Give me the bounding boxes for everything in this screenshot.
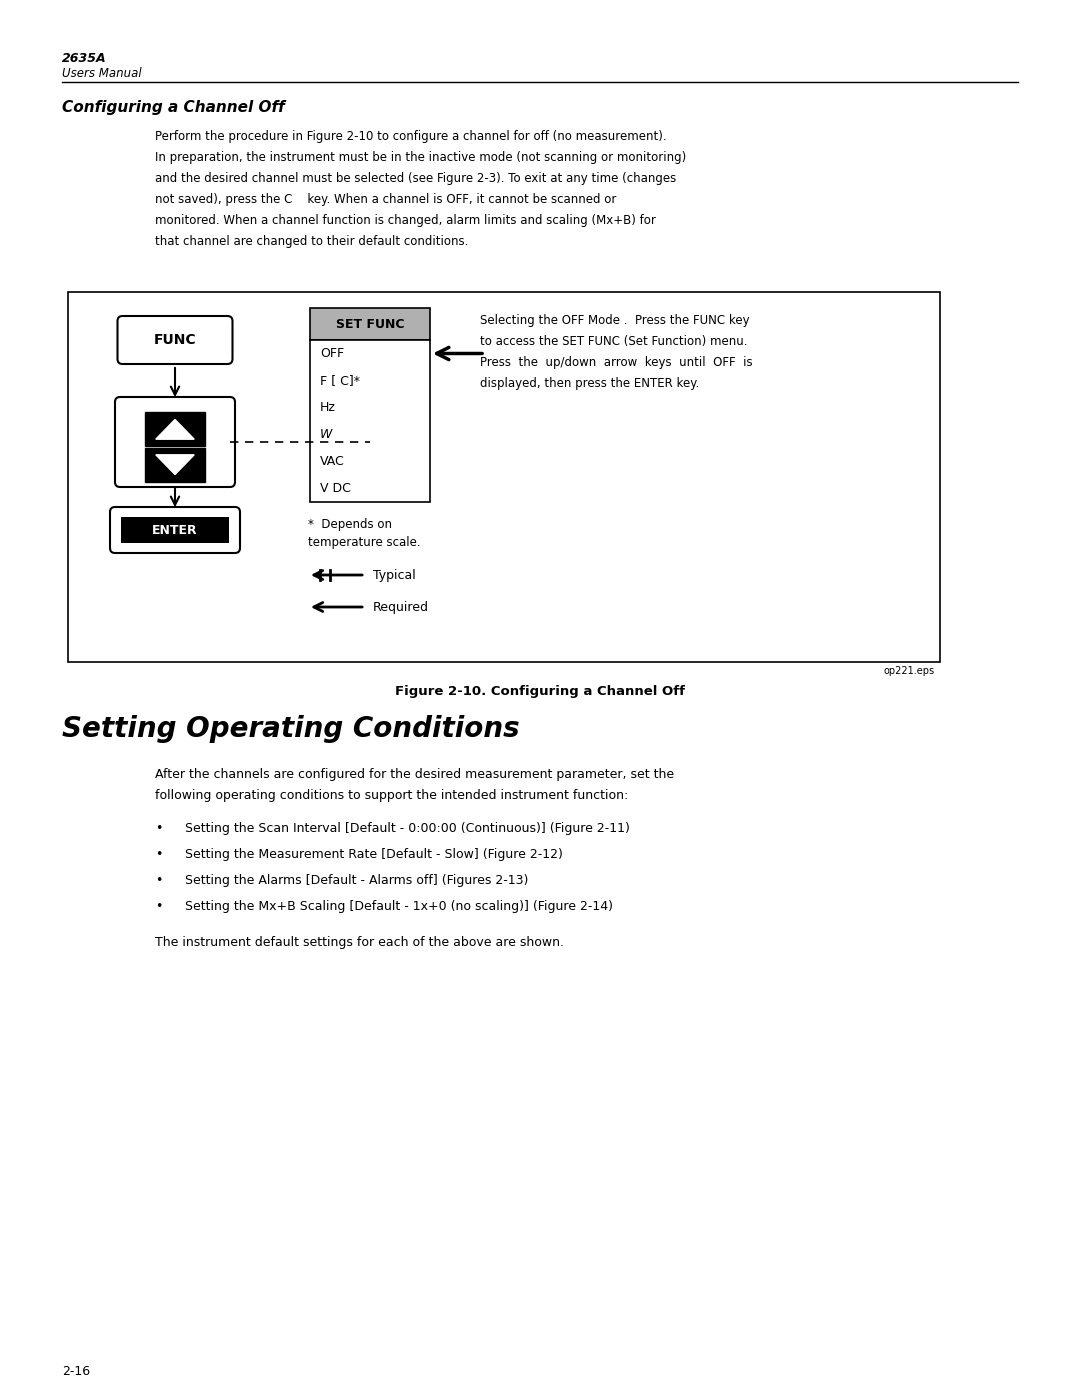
Text: After the channels are configured for the desired measurement parameter, set the: After the channels are configured for th… [156,768,674,781]
Text: Hz: Hz [320,401,336,414]
Bar [310,307,430,339]
Text: VAC: VAC [320,455,345,468]
Text: Figure 2-10. Configuring a Channel Off: Figure 2-10. Configuring a Channel Off [395,685,685,698]
Text: that channel are changed to their default conditions.: that channel are changed to their defaul… [156,235,469,249]
Text: 2635A: 2635A [62,52,107,66]
Text: Selecting the OFF Mode .  Press the FUNC key: Selecting the OFF Mode . Press the FUNC … [480,314,750,327]
Text: to access the SET FUNC (Set Function) menu.: to access the SET FUNC (Set Function) me… [480,335,747,348]
Text: Press  the  up/down  arrow  keys  until  OFF  is: Press the up/down arrow keys until OFF i… [480,356,753,369]
Text: temperature scale.: temperature scale. [308,536,420,549]
Text: not saved), press the C    key. When a channel is OFF, it cannot be scanned or: not saved), press the C key. When a chan… [156,193,617,205]
Bar [145,448,205,482]
FancyBboxPatch shape [110,507,240,553]
Text: displayed, then press the ENTER key.: displayed, then press the ENTER key. [480,377,700,390]
Text: •: • [156,875,162,887]
Text: Setting the Mx+B Scaling [Default - 1x+0 (no scaling)] (Figure 2-14): Setting the Mx+B Scaling [Default - 1x+0… [185,900,613,914]
FancyBboxPatch shape [114,397,235,488]
Text: V DC: V DC [320,482,351,495]
Text: Setting Operating Conditions: Setting Operating Conditions [62,715,519,743]
Text: Perform the procedure in Figure 2-10 to configure a channel for off (no measurem: Perform the procedure in Figure 2-10 to … [156,130,666,142]
Text: •: • [156,900,162,914]
Text: Users Manual: Users Manual [62,67,141,80]
Text: W: W [320,427,333,441]
Text: Typical: Typical [373,569,416,581]
Text: OFF: OFF [320,346,345,360]
Text: op221.eps: op221.eps [883,666,935,676]
Text: •: • [156,848,162,861]
Text: •: • [156,821,162,835]
Bar [310,339,430,502]
Polygon shape [156,455,194,475]
Text: SET FUNC: SET FUNC [336,317,404,331]
Text: Setting the Measurement Rate [Default - Slow] (Figure 2-12): Setting the Measurement Rate [Default - … [185,848,563,861]
Text: Setting the Alarms [Default - Alarms off] (Figures 2-13): Setting the Alarms [Default - Alarms off… [185,875,528,887]
FancyBboxPatch shape [118,316,232,365]
Text: Required: Required [373,601,429,613]
Text: Configuring a Channel Off: Configuring a Channel Off [62,101,285,115]
Text: In preparation, the instrument must be in the inactive mode (not scanning or mon: In preparation, the instrument must be i… [156,151,686,163]
Text: Setting the Scan Interval [Default - 0:00:00 (Continuous)] (Figure 2-11): Setting the Scan Interval [Default - 0:0… [185,821,630,835]
Text: *  Depends on: * Depends on [308,518,392,531]
Text: and the desired channel must be selected (see Figure 2-3). To exit at any time (: and the desired channel must be selected… [156,172,676,184]
Text: following operating conditions to support the intended instrument function:: following operating conditions to suppor… [156,789,629,802]
Text: monitored. When a channel function is changed, alarm limits and scaling (Mx+B) f: monitored. When a channel function is ch… [156,214,656,226]
Text: ENTER: ENTER [152,524,198,536]
Text: F [ C]*: F [ C]* [320,374,360,387]
Bar [68,292,940,662]
Text: 2-16: 2-16 [62,1365,90,1377]
Bar [121,517,229,543]
Polygon shape [156,419,194,439]
Bar [145,412,205,446]
Text: The instrument default settings for each of the above are shown.: The instrument default settings for each… [156,936,564,949]
Text: FUNC: FUNC [153,332,197,346]
